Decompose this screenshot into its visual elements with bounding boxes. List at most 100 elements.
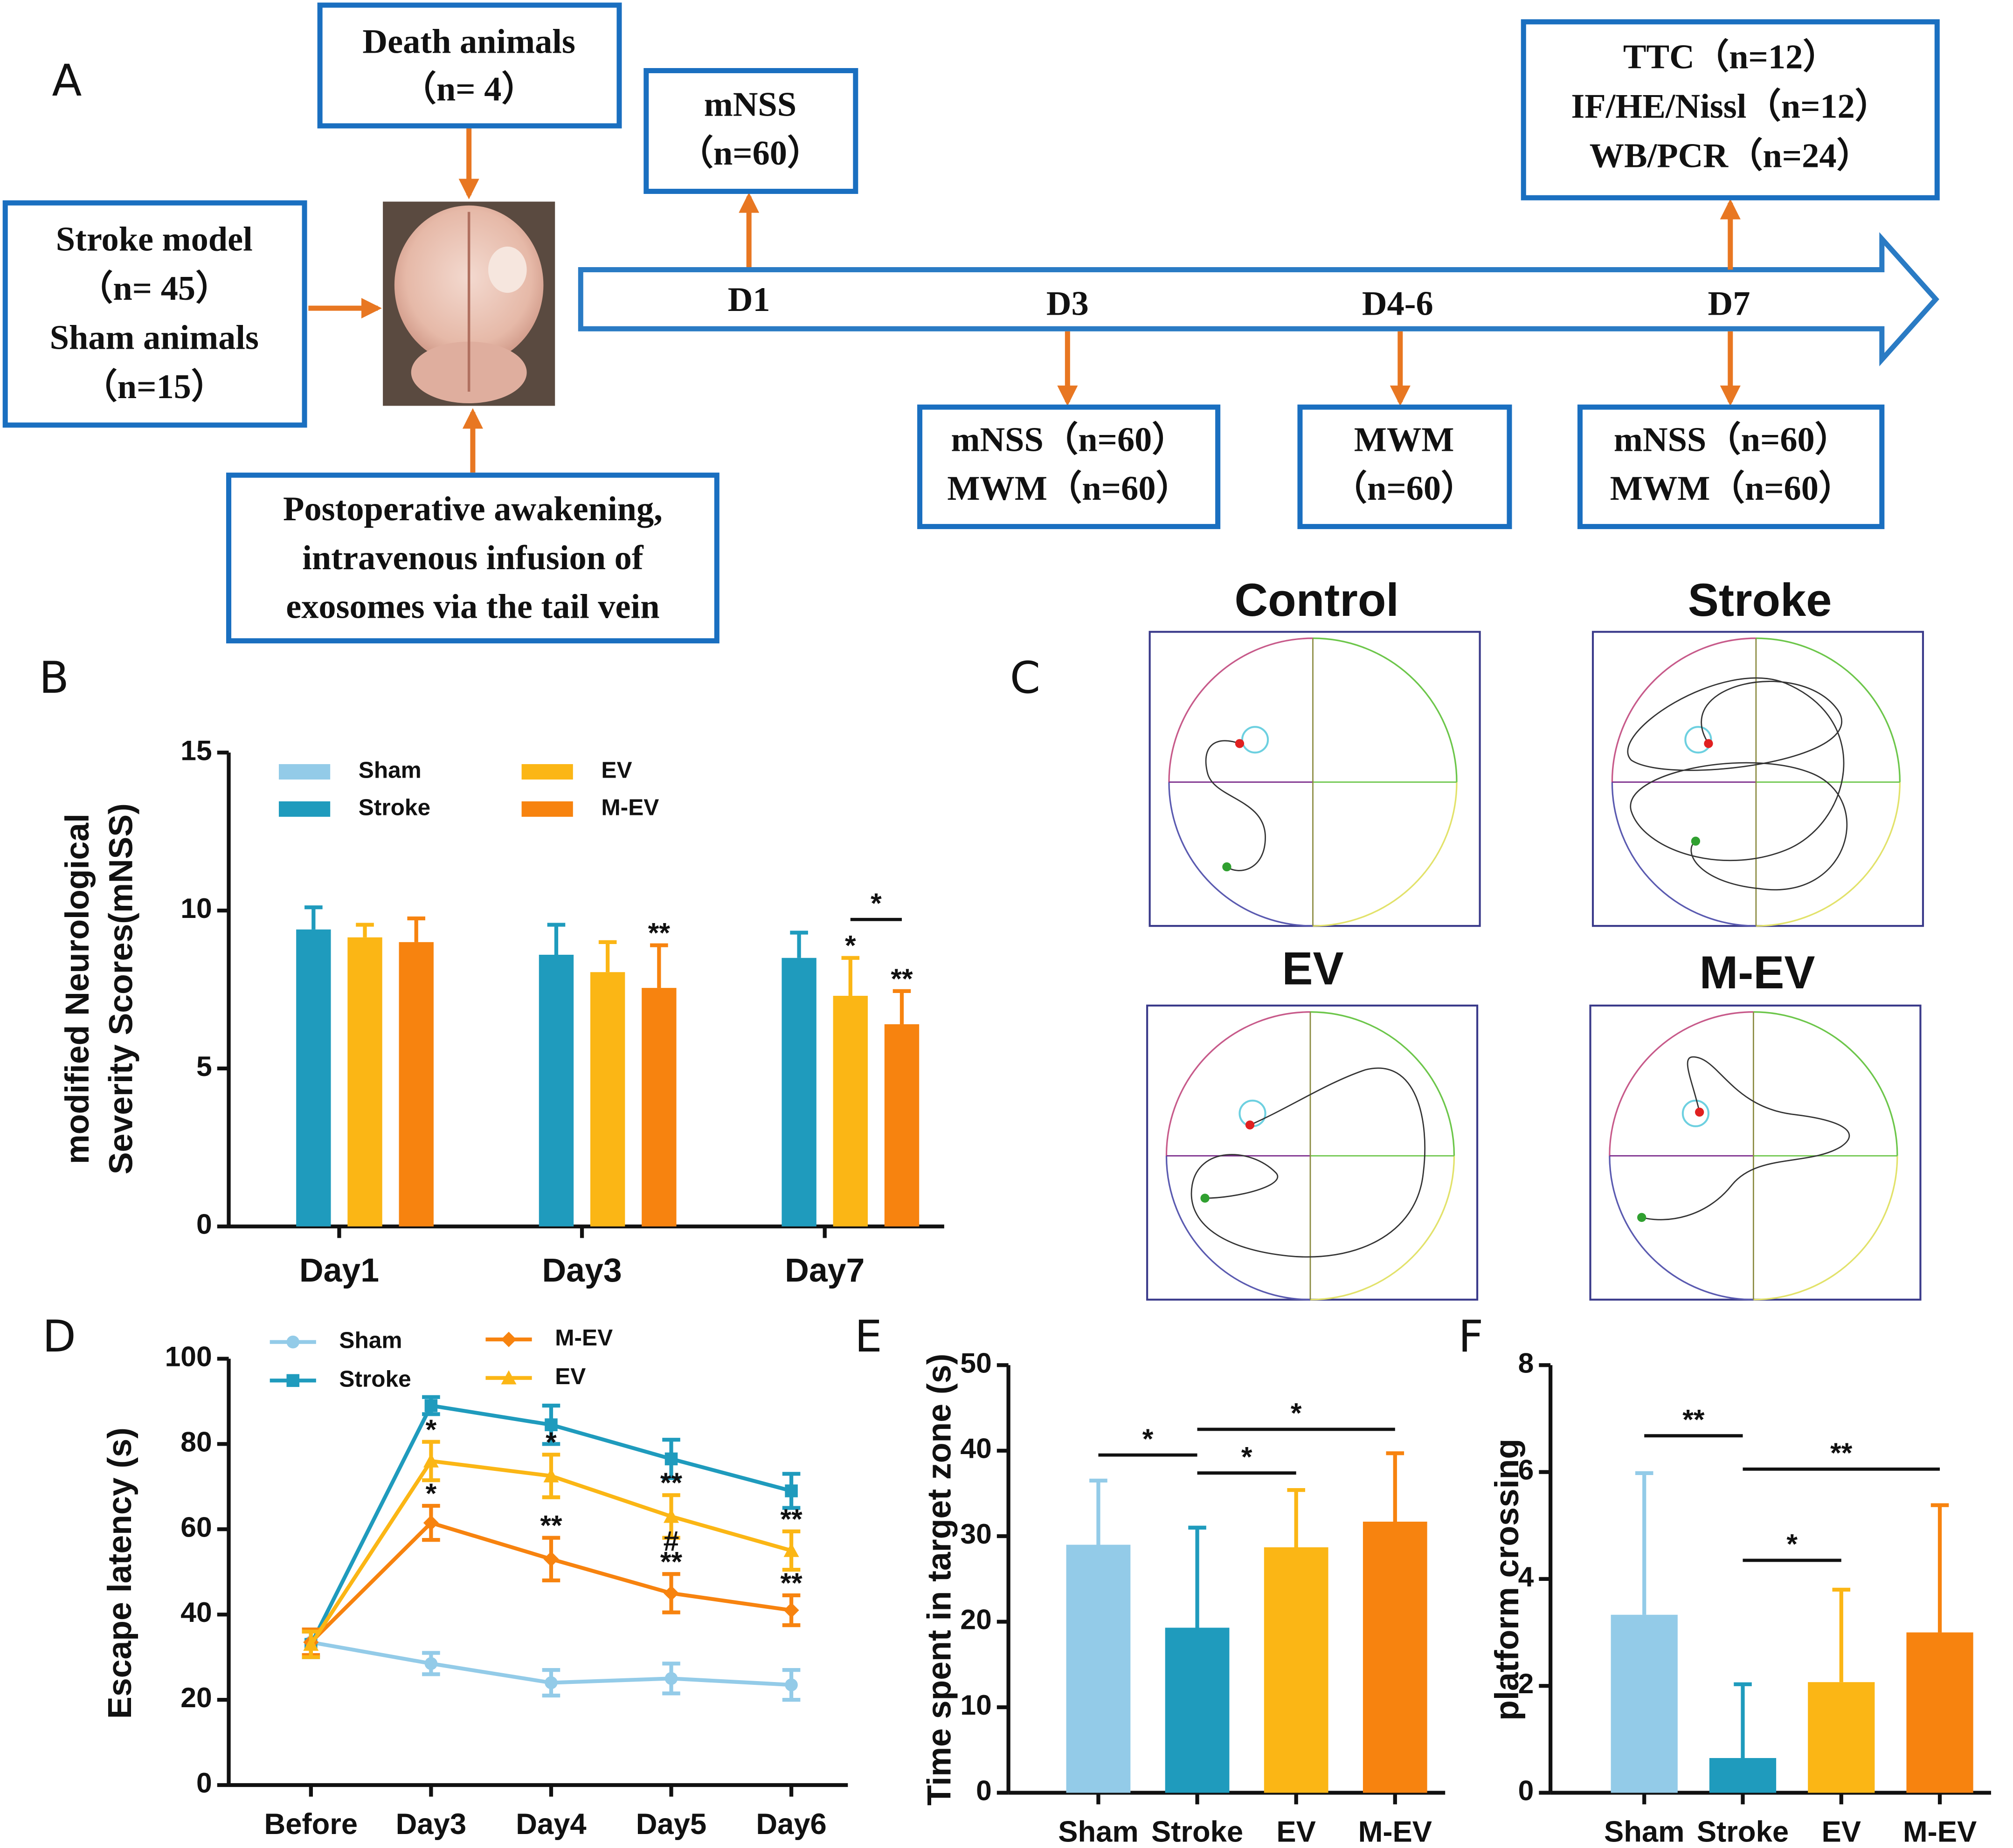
box-text: MWM <box>1354 421 1454 459</box>
pool-q <box>1756 637 1901 782</box>
bar <box>1808 1682 1875 1793</box>
y-tick-label: 0 <box>976 1775 992 1807</box>
legend-label: Sham <box>359 757 422 783</box>
pool-q <box>1168 782 1313 927</box>
diagram-box <box>2 200 307 428</box>
bar <box>590 972 625 1227</box>
legend-label: Sham <box>339 1327 402 1353</box>
legend-label: Stroke <box>339 1365 411 1392</box>
swim-path <box>1641 1056 1850 1221</box>
significance: ** <box>891 963 913 994</box>
legend-swatch <box>521 764 573 780</box>
panel-letter: C <box>1010 653 1040 703</box>
pool-q <box>1310 1011 1455 1156</box>
bracket-label: * <box>1291 1397 1302 1429</box>
y-axis-label: Severity Scores(mNSS) <box>103 803 140 1174</box>
legend-label: M-EV <box>601 794 659 821</box>
box-text: IF/HE/Nissl（n=12） <box>1571 88 1889 126</box>
box-text: WB/PCR（n=24） <box>1590 137 1871 175</box>
maze <box>1146 1004 1479 1301</box>
maze <box>1591 631 1924 927</box>
maze-frame <box>1591 631 1924 927</box>
flow-arrows <box>308 128 1741 473</box>
box-text: Stroke model <box>56 221 253 259</box>
point <box>663 1585 679 1601</box>
x-tick-label: M-EV <box>1903 1815 1977 1848</box>
pool-q <box>1165 1011 1310 1156</box>
box-text: mNSS（n=60） <box>951 421 1187 459</box>
significance: # <box>664 1525 679 1557</box>
box-text: （n= 45） <box>78 269 230 308</box>
point <box>663 1509 679 1523</box>
box-text: （n=60） <box>1333 469 1476 508</box>
x-tick-label: Day3 <box>542 1252 622 1289</box>
maze-title: M-EV <box>1700 947 1815 999</box>
point <box>286 1335 300 1349</box>
maze <box>1148 631 1481 927</box>
legend-label: M-EV <box>555 1324 613 1351</box>
pool-q <box>1609 1156 1754 1301</box>
bar <box>833 996 868 1227</box>
maze-frame <box>1146 1004 1479 1301</box>
timeline-label: D4-6 <box>1362 284 1433 323</box>
pool-q <box>1611 782 1756 927</box>
box-text: mNSS（n=60） <box>1614 421 1849 459</box>
platform <box>1241 726 1269 754</box>
bracket-label: ** <box>1682 1403 1705 1435</box>
bar <box>1165 1627 1230 1793</box>
x-tick-label: Sham <box>1058 1815 1139 1848</box>
pool-q <box>1165 1156 1310 1301</box>
legend-swatch <box>521 801 573 817</box>
box-text: MWM（n=60） <box>947 469 1190 508</box>
point <box>501 1331 517 1347</box>
bracket-label: * <box>1241 1441 1252 1472</box>
point <box>423 1515 439 1531</box>
box-text: exosomes via the tail vein <box>286 588 659 626</box>
start-dot <box>1222 862 1231 872</box>
end-dot <box>1704 739 1713 748</box>
panel-letter: F <box>1458 1311 1483 1362</box>
swim-path <box>1205 740 1266 871</box>
significance: * <box>546 1426 557 1458</box>
box-text: （n= 4） <box>402 70 536 108</box>
platform <box>1681 1099 1710 1127</box>
start-dot <box>1637 1213 1646 1222</box>
bracket-label: * <box>1786 1528 1798 1560</box>
box-text: Sham animals <box>50 319 259 357</box>
timeline-arrow <box>578 232 1939 366</box>
pool-q <box>1313 637 1458 782</box>
maze-title: Stroke <box>1688 574 1832 626</box>
maze <box>1589 1004 1922 1301</box>
y-tick-label: 6 <box>1518 1454 1534 1486</box>
bar <box>539 954 574 1227</box>
legend-swatch <box>278 764 331 780</box>
x-tick-label: EV <box>1822 1815 1861 1848</box>
pool-q <box>1168 637 1313 782</box>
x-tick-label: Day3 <box>396 1808 466 1841</box>
start-dot <box>1200 1193 1210 1203</box>
y-axis-label: modified Neurological <box>59 814 96 1164</box>
platform <box>1684 726 1712 754</box>
y-axis-label: Escape latency (s) <box>101 1427 138 1719</box>
point <box>785 1678 798 1691</box>
bar <box>642 988 677 1227</box>
end-dot <box>1695 1107 1704 1117</box>
point <box>543 1468 559 1483</box>
y-tick-label: 0 <box>196 1208 212 1240</box>
bar <box>1363 1521 1427 1793</box>
maze-title: EV <box>1282 943 1343 994</box>
brain-photo <box>383 201 555 406</box>
point <box>501 1370 517 1385</box>
diagram-box <box>1577 404 1885 529</box>
panel-letter: B <box>39 653 69 703</box>
diagram-box <box>643 68 858 194</box>
point <box>424 1657 438 1670</box>
significance: * <box>426 1414 437 1445</box>
box-text: MWM（n=60） <box>1610 469 1854 508</box>
y-tick-label: 2 <box>1518 1668 1534 1699</box>
x-tick-label: M-EV <box>1358 1815 1432 1848</box>
start-dot <box>1691 836 1701 846</box>
x-tick-label: Day6 <box>756 1808 826 1841</box>
significance: * <box>845 930 856 961</box>
